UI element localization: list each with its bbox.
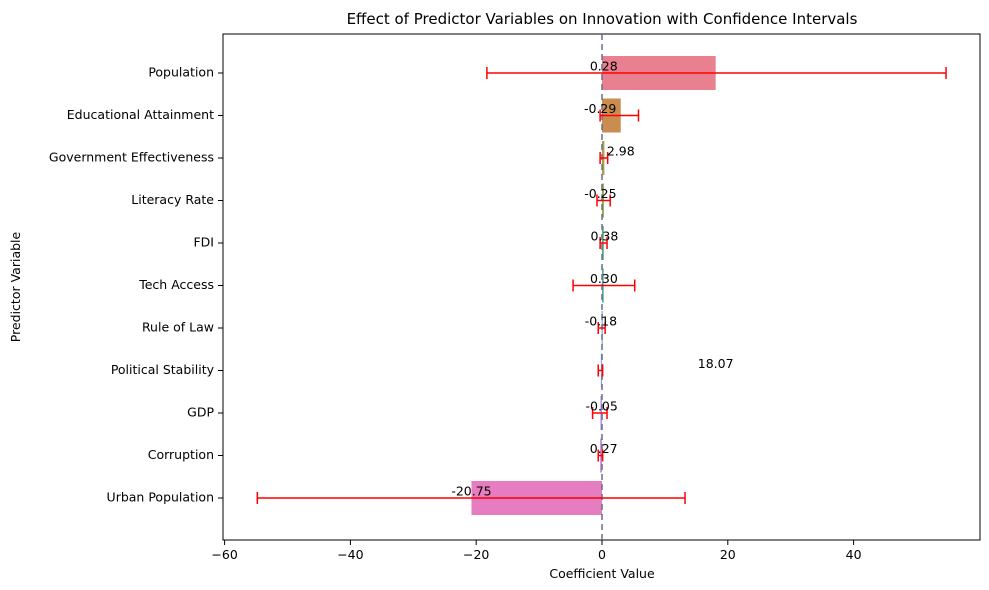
- y-tick-label: Educational Attainment: [67, 107, 214, 122]
- data-label: -0.29: [584, 101, 616, 116]
- x-axis-label: Coefficient Value: [549, 566, 655, 581]
- data-label: 2.98: [607, 144, 635, 159]
- data-label: 0.28: [590, 59, 618, 74]
- x-tick-label: 20: [720, 547, 736, 562]
- y-tick-label: FDI: [193, 235, 214, 250]
- data-labels-layer: 0.28 -0.29 2.98 -0.25 0.38 0.30 -0.18 18.07 -0.0…: [451, 59, 733, 499]
- data-label: 18.07: [698, 356, 734, 371]
- y-tick-label: Literacy Rate: [131, 192, 214, 207]
- y-tick-label: Government Effectiveness: [49, 150, 214, 165]
- x-tick-label: −20: [463, 547, 489, 562]
- y-tick-label: Tech Access: [138, 277, 214, 292]
- y-tick-label: Urban Population: [107, 490, 214, 505]
- y-tick-label: Population: [148, 65, 214, 80]
- y-tick-label: GDP: [187, 405, 214, 420]
- data-label: 0.30: [590, 271, 618, 286]
- data-label: 0.38: [590, 229, 618, 244]
- y-tick-label: Political Stability: [111, 362, 215, 377]
- data-label: -0.25: [584, 186, 616, 201]
- x-tick-label: 0: [598, 547, 606, 562]
- y-tick-label: Corruption: [148, 447, 214, 462]
- x-axis: −60 −40 −20 0 20 40: [211, 540, 862, 562]
- data-label: -20.75: [451, 484, 491, 499]
- data-label: -0.18: [585, 314, 617, 329]
- data-label: 0.27: [590, 441, 618, 456]
- y-axis: Population Educational Attainment Governme…: [49, 65, 223, 505]
- x-tick-label: −40: [337, 547, 363, 562]
- data-label: -0.05: [586, 399, 618, 414]
- error-bars-layer: [256, 67, 947, 504]
- y-tick-label: Rule of Law: [142, 320, 214, 335]
- y-axis-label: Predictor Variable: [8, 231, 23, 342]
- x-tick-label: 40: [846, 547, 862, 562]
- x-tick-label: −60: [211, 547, 237, 562]
- chart-title: Effect of Predictor Variables on Innovat…: [347, 10, 858, 28]
